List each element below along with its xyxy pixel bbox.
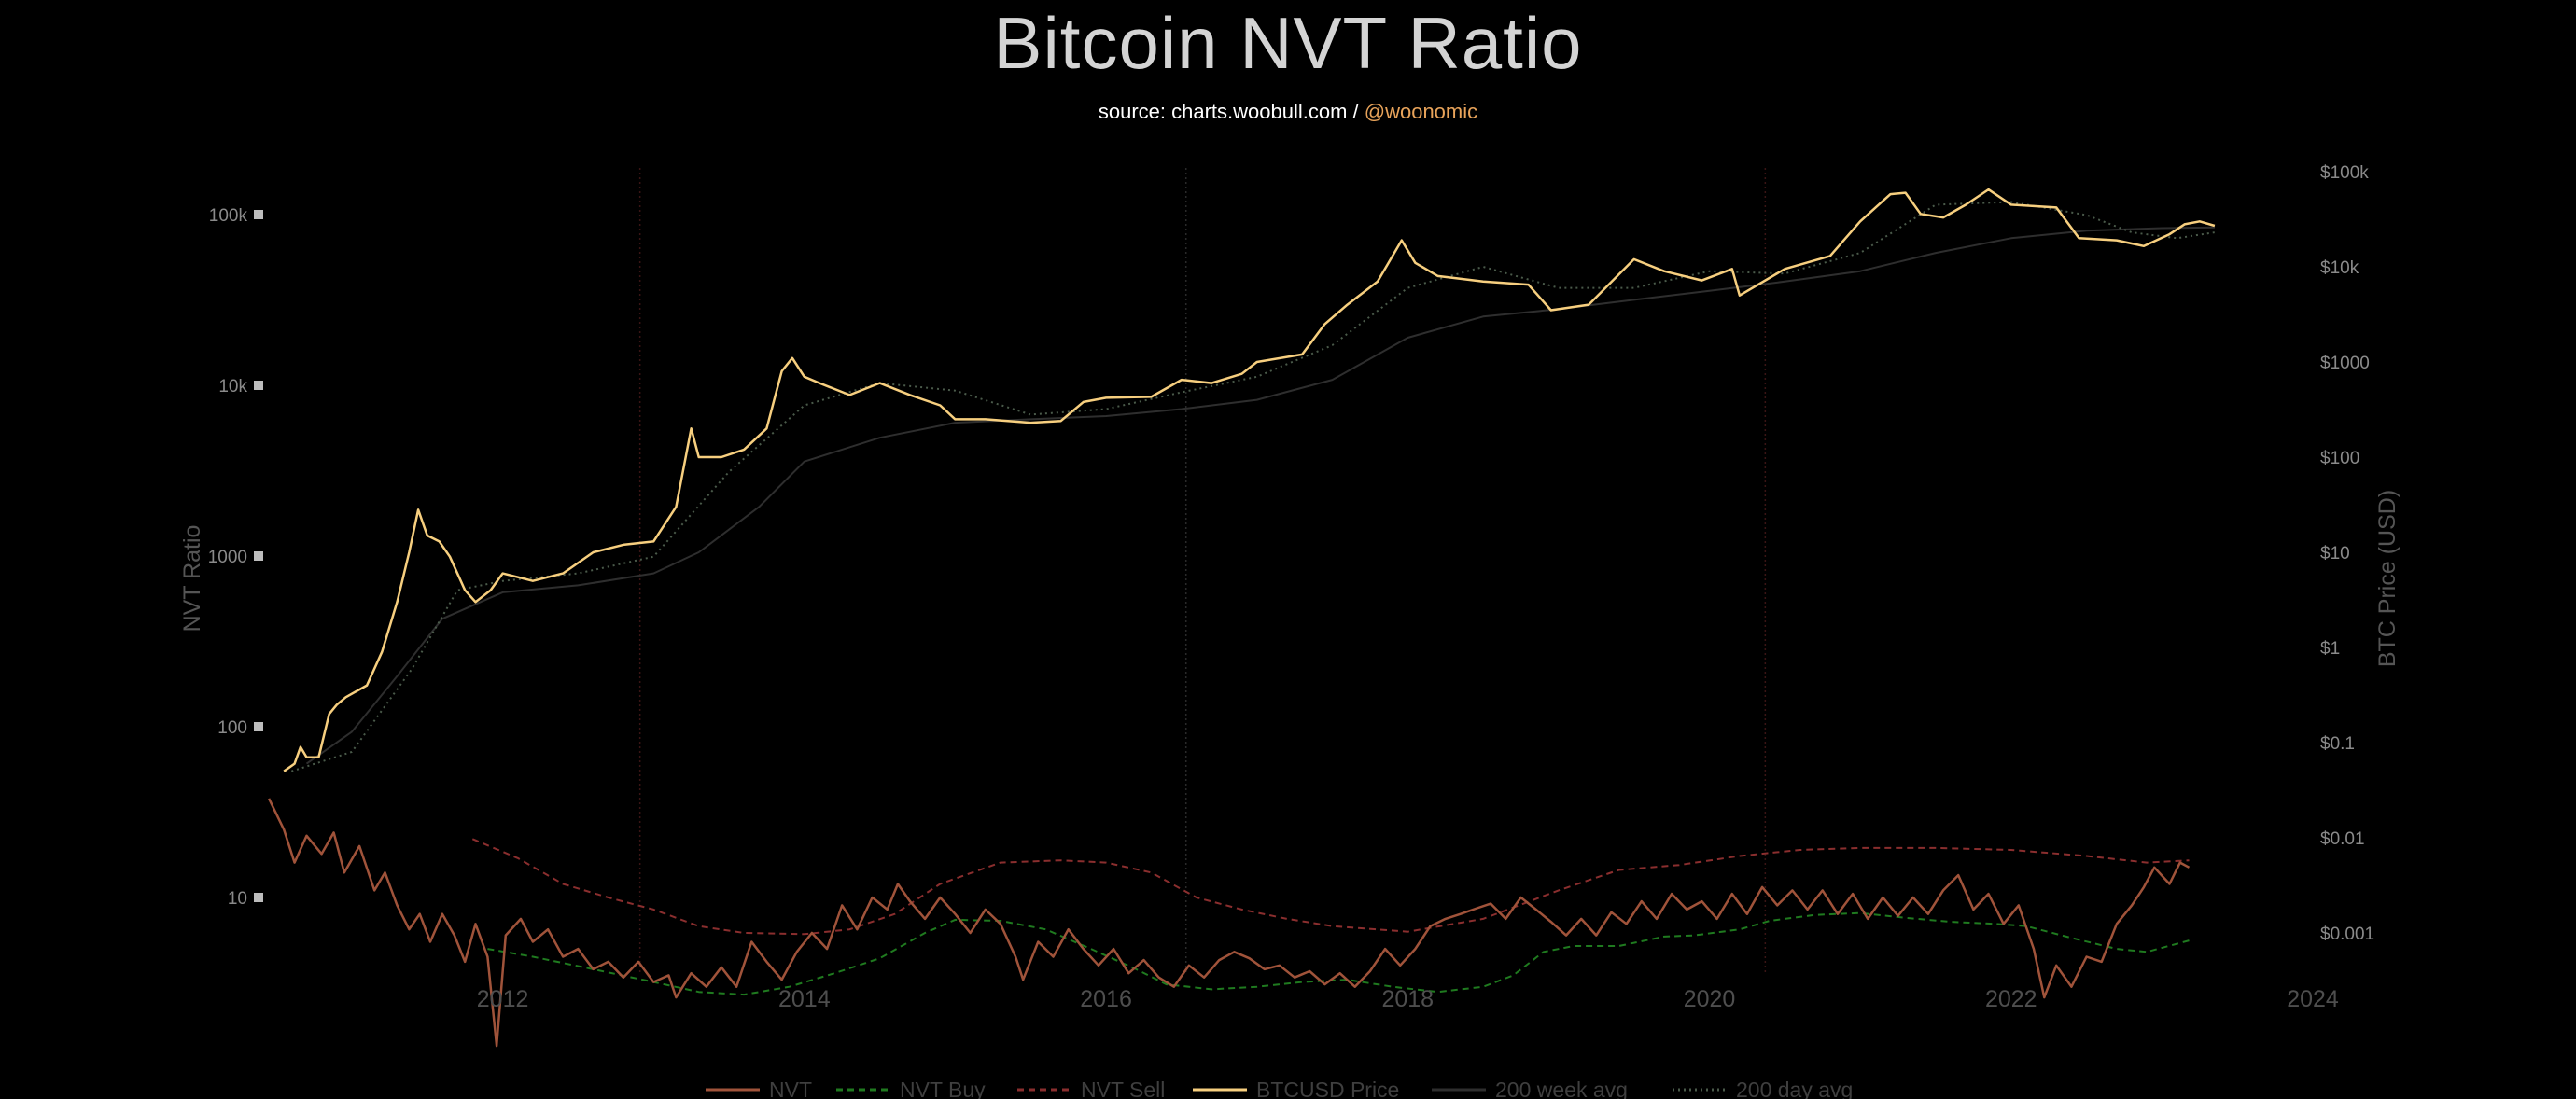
source-text: source: charts.woobull.com / [1098, 100, 1365, 123]
series-line-nvt-buy [487, 911, 2190, 996]
legend-item-label: NVT [769, 1078, 812, 1099]
x-axis: 2012 2014 2016 2018 2020 2022 2024 [477, 986, 2339, 1012]
right-tick-label: $1 [2320, 639, 2340, 659]
chart-title: Bitcoin NVT Ratio [993, 2, 1583, 84]
x-tick-label: 2016 [1080, 986, 1132, 1012]
right-tick-label: $0.001 [2320, 925, 2374, 944]
left-axis: 10 100 1000 10k 100k [208, 206, 263, 909]
left-axis-title: NVT Ratio [179, 525, 205, 633]
x-tick-label: 2022 [1985, 986, 2037, 1012]
x-tick-label: 2018 [1381, 986, 1434, 1012]
left-tick-marker [254, 381, 263, 390]
right-tick-label: $10 [2320, 544, 2350, 563]
x-tick-label: 2024 [2287, 986, 2339, 1012]
legend-item-label: BTCUSD Price [1256, 1078, 1399, 1099]
twitter-handle-link[interactable]: @woonomic [1364, 100, 1478, 123]
legend-item-label: NVT Buy [900, 1078, 986, 1099]
series-line-nvt [267, 798, 2191, 1048]
legend-item-label: 200 day avg [1736, 1078, 1853, 1099]
left-tick-label: 10 [228, 889, 247, 909]
right-axis-title: BTC Price (USD) [2374, 490, 2401, 667]
right-tick-label: $0.1 [2320, 734, 2355, 754]
left-tick-label: 1000 [208, 548, 247, 567]
legend-item-label: 200 week avg [1495, 1078, 1628, 1099]
halving-lines [638, 168, 1767, 975]
chart-subtitle: source: charts.woobull.com / @woonomic [0, 95, 2576, 129]
left-tick-marker [254, 551, 263, 561]
right-tick-label: $1000 [2320, 354, 2370, 373]
left-tick-label: 100k [209, 206, 248, 226]
right-axis: $0.001 $0.01 $0.1 $1 $10 $100 $1000 $10k $100k [2320, 163, 2374, 944]
legend: NVT NVT Buy NVT Sell BTCUSD Price 200 week a… [706, 1078, 1853, 1099]
series-line-200-day-avg [290, 201, 2216, 772]
left-tick-label: 10k [218, 377, 247, 396]
right-tick-label: $100 [2320, 449, 2359, 468]
left-tick-marker [254, 210, 263, 219]
legend-item-label: NVT Sell [1081, 1078, 1165, 1099]
series-line-200-week-avg [305, 226, 2215, 765]
right-tick-label: $100k [2320, 163, 2369, 183]
series-layer [267, 188, 2216, 1048]
left-tick-marker [254, 722, 263, 731]
x-tick-label: 2014 [778, 986, 831, 1012]
right-tick-label: $0.01 [2320, 829, 2365, 849]
x-tick-label: 2020 [1684, 986, 1736, 1012]
left-tick-label: 100 [217, 718, 247, 738]
right-tick-label: $10k [2320, 258, 2359, 278]
x-tick-label: 2012 [477, 986, 529, 1012]
left-tick-marker [254, 893, 263, 902]
series-line-nvt-sell [471, 838, 2190, 936]
series-line-btcusd-price [283, 188, 2216, 772]
